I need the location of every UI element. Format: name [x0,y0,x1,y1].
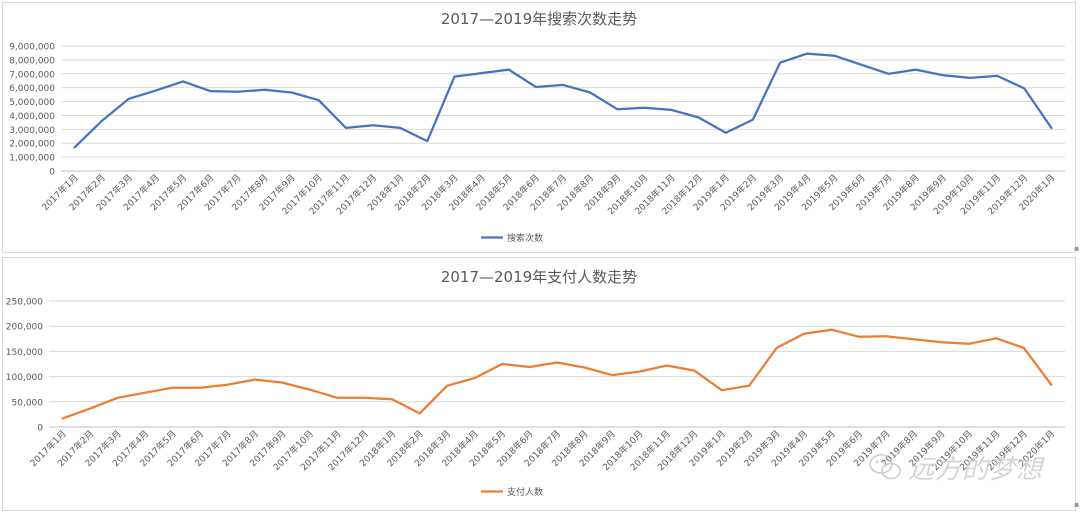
payers-count-chart-panel: 2017—2019年支付人数走势 0 50,000 100,000 150,000 200… [2,257,1076,511]
y-tick-label: 8,000,000 [9,56,55,66]
y-tick-label: 150,000 [6,348,43,358]
chart-title: 2017—2019年支付人数走势 [441,268,637,286]
y-tick-label: 4,000,000 [9,112,55,122]
watermark-text: 远方的梦想 [908,454,1044,485]
y-tick-label: 200,000 [6,323,43,333]
payers-count-chart: 2017—2019年支付人数走势 0 50,000 100,000 150,000 200… [6,268,1065,498]
legend-label: 支付人数 [507,486,543,498]
y-tick-label: 250,000 [6,298,43,308]
legend-label: 搜索次数 [507,232,543,244]
y-tick-label: 0 [37,424,43,434]
y-tick-label: 9,000,000 [9,43,55,53]
series-line [73,52,1053,149]
y-tick-label: 5,000,000 [9,98,55,108]
wechat-bubble-icon [869,454,901,480]
y-tick-label: 7,000,000 [9,70,55,80]
resize-handle[interactable]: ▪ [1074,244,1080,253]
y-tick-label: 50,000 [12,398,44,408]
search-count-chart-panel: 2017—2019年搜索次数走势 0 1,000,000 2,000,000 3,000… [2,2,1076,253]
series-line [61,328,1053,420]
search-count-chart: 2017—2019年搜索次数走势 0 1,000,000 2,000,000 3,000… [9,10,1065,244]
resize-handle[interactable]: ▪ [1074,500,1080,509]
y-tick-label: 2,000,000 [9,140,55,150]
y-tick-label: 0 [49,168,55,178]
watermark: 远方的梦想 [868,447,1058,487]
y-tick-label: 3,000,000 [9,126,55,136]
y-tick-label: 6,000,000 [9,84,55,94]
y-tick-label: 1,000,000 [9,154,55,164]
y-tick-label: 100,000 [6,373,43,383]
chart-title: 2017—2019年搜索次数走势 [441,10,637,28]
